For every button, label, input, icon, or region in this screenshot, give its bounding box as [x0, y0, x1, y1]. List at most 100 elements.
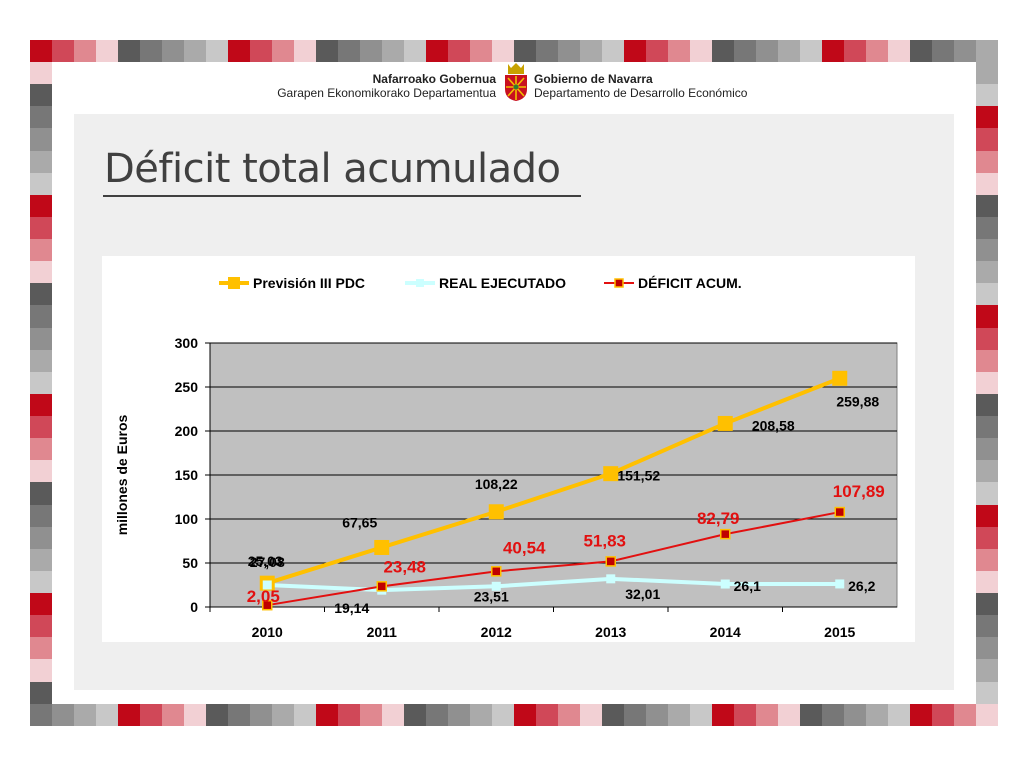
border-tile [30, 62, 52, 85]
y-tick-label: 250 [175, 379, 199, 395]
border-tile [30, 438, 52, 461]
border-tile [976, 261, 998, 284]
x-tick-label: 2010 [252, 624, 283, 640]
border-tile [426, 704, 448, 726]
x-tick-label: 2014 [710, 624, 741, 640]
border-tile [866, 40, 888, 62]
border-tile [360, 40, 382, 62]
border-tile [976, 305, 998, 328]
data-label: 107,89 [833, 482, 885, 501]
border-tile [448, 704, 470, 726]
border-tile [976, 216, 998, 239]
border-tile [52, 704, 74, 726]
border-tile [976, 681, 998, 704]
border-tile [624, 40, 646, 62]
border-tile [822, 40, 844, 62]
data-label: 23,48 [383, 557, 426, 576]
border-tile [338, 40, 360, 62]
data-label: 40,54 [503, 538, 546, 557]
border-tile [184, 40, 206, 62]
border-tile [514, 704, 536, 726]
border-tile [228, 40, 250, 62]
border-tile [976, 526, 998, 549]
data-point [835, 579, 845, 589]
data-label: 82,79 [697, 509, 740, 528]
border-tile [470, 704, 492, 726]
border-tile [910, 704, 932, 726]
border-tile [778, 40, 800, 62]
legend-swatch-marker [614, 278, 624, 288]
border-tile [954, 704, 976, 726]
border-tile [778, 704, 800, 726]
border-tile [888, 704, 910, 726]
border-tile [602, 40, 624, 62]
border-tile [976, 704, 998, 726]
border-tile [30, 172, 52, 195]
border-tile [30, 216, 52, 239]
border-tile [338, 704, 360, 726]
legend-label: REAL EJECUTADO [439, 275, 566, 291]
x-tick-label: 2013 [595, 624, 626, 640]
data-point [374, 539, 390, 555]
border-tile [580, 40, 602, 62]
data-label: 51,83 [583, 531, 626, 550]
border-tile [800, 40, 822, 62]
border-tile [316, 704, 338, 726]
border-tile [932, 40, 954, 62]
data-point [262, 580, 272, 590]
data-label: 26,1 [734, 578, 761, 594]
border-tile [52, 40, 74, 62]
border-tile [30, 482, 52, 505]
border-tile [228, 704, 250, 726]
border-tile [118, 40, 140, 62]
border-tile [976, 283, 998, 306]
data-point [262, 599, 273, 611]
border-tile [206, 704, 228, 726]
data-label: 26,2 [848, 578, 875, 594]
border-tile [96, 40, 118, 62]
border-tile [294, 40, 316, 62]
border-tile [470, 40, 492, 62]
data-point [720, 528, 731, 540]
border-tile [976, 150, 998, 173]
line-chart: 0 50 100 150 200 250 300 2010 2011 2012 2013 2014 20… [114, 275, 898, 640]
border-tile [558, 704, 580, 726]
y-tick-label: 50 [182, 555, 198, 571]
border-tile [976, 570, 998, 593]
border-tile [206, 40, 228, 62]
border-tile [30, 637, 52, 660]
border-tile [492, 704, 514, 726]
border-tile [976, 482, 998, 505]
border-tile [30, 659, 52, 682]
border-tile [360, 704, 382, 726]
page-title: Déficit total acumulado [104, 146, 561, 192]
border-tile [536, 40, 558, 62]
border-tile [30, 349, 52, 372]
border-tile [316, 40, 338, 62]
data-label: 32,01 [625, 586, 660, 602]
border-tile [844, 704, 866, 726]
border-tile [30, 305, 52, 328]
border-tile [30, 593, 52, 616]
data-label: 67,65 [342, 514, 377, 530]
y-tick-label: 150 [175, 467, 199, 483]
x-tick-label: 2012 [481, 624, 512, 640]
y-tick-label: 0 [190, 599, 198, 615]
border-bottom [30, 704, 998, 726]
border-tile [976, 416, 998, 439]
border-tile [30, 548, 52, 571]
data-point [717, 415, 733, 431]
border-tile [30, 283, 52, 306]
border-tile [536, 704, 558, 726]
legend-label: DÉFICIT ACUM. [638, 275, 742, 291]
border-tile [30, 416, 52, 439]
border-tile [888, 40, 910, 62]
border-tile [954, 40, 976, 62]
border-tile [250, 40, 272, 62]
border-tile [976, 327, 998, 350]
border-tile [30, 504, 52, 527]
border-tile [382, 704, 404, 726]
border-tile [30, 526, 52, 549]
legend-swatch-marker [228, 277, 240, 289]
data-point [376, 581, 387, 592]
